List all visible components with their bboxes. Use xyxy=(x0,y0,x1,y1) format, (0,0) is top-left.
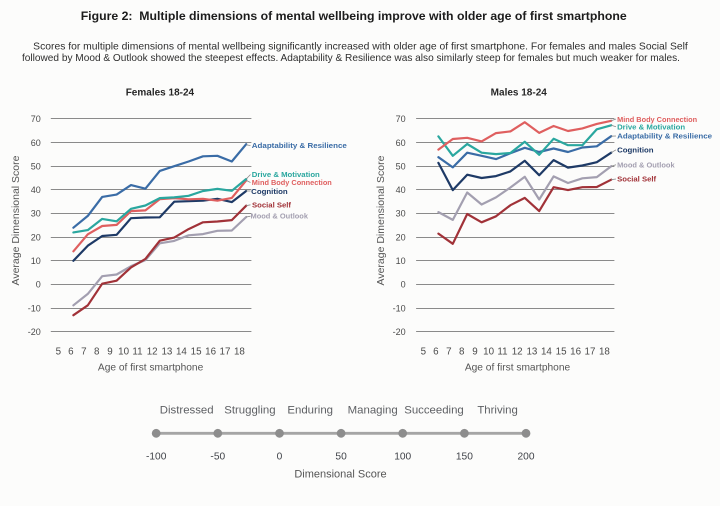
svg-text:18: 18 xyxy=(234,347,245,358)
svg-text:-10: -10 xyxy=(393,303,406,313)
svg-text:Drive & Motivation: Drive & Motivation xyxy=(252,170,320,179)
svg-text:0: 0 xyxy=(401,280,406,290)
svg-text:-20: -20 xyxy=(28,327,41,337)
svg-text:50: 50 xyxy=(335,452,347,463)
svg-text:50: 50 xyxy=(31,161,41,171)
svg-text:12: 12 xyxy=(512,347,523,358)
svg-text:Average Dimensional Score: Average Dimensional Score xyxy=(10,155,22,285)
svg-text:followed by Mood & Outlook sho: followed by Mood & Outlook showed the st… xyxy=(22,53,680,64)
svg-text:Social Self: Social Self xyxy=(617,175,657,184)
svg-text:40: 40 xyxy=(31,185,41,195)
svg-text:Thriving: Thriving xyxy=(477,405,518,417)
svg-text:13: 13 xyxy=(161,347,172,358)
svg-text:150: 150 xyxy=(456,452,473,463)
svg-text:7: 7 xyxy=(446,347,451,358)
svg-text:Struggling: Struggling xyxy=(224,405,275,417)
svg-text:8: 8 xyxy=(459,347,465,358)
svg-text:0: 0 xyxy=(36,280,41,290)
svg-text:70: 70 xyxy=(31,114,41,124)
svg-text:Mood & Outlook: Mood & Outlook xyxy=(251,212,309,221)
svg-text:Age of first smartphone: Age of first smartphone xyxy=(98,363,204,374)
svg-text:30: 30 xyxy=(31,209,41,219)
svg-text:-50: -50 xyxy=(210,452,225,463)
svg-text:13: 13 xyxy=(526,347,537,358)
svg-text:9: 9 xyxy=(107,347,112,358)
svg-text:15: 15 xyxy=(191,347,202,358)
svg-text:Mind Body Connection: Mind Body Connection xyxy=(617,115,697,124)
svg-text:14: 14 xyxy=(541,347,552,358)
svg-text:-20: -20 xyxy=(393,327,406,337)
svg-text:Females 18-24: Females 18-24 xyxy=(126,88,195,99)
svg-text:6: 6 xyxy=(68,347,74,358)
svg-text:Age of first smartphone: Age of first smartphone xyxy=(465,363,571,374)
svg-text:9: 9 xyxy=(472,347,477,358)
svg-text:Average Dimensional Score: Average Dimensional Score xyxy=(375,155,387,285)
svg-text:Dimensional Score: Dimensional Score xyxy=(294,469,386,481)
svg-text:-100: -100 xyxy=(146,452,167,463)
svg-text:Distressed: Distressed xyxy=(160,405,214,417)
svg-text:10: 10 xyxy=(396,256,406,266)
svg-text:Figure 2: Multiple dimensions: Figure 2: Multiple dimensions of mental … xyxy=(81,9,627,23)
svg-text:5: 5 xyxy=(56,347,62,358)
svg-text:10: 10 xyxy=(483,347,494,358)
svg-text:5: 5 xyxy=(421,347,427,358)
svg-text:60: 60 xyxy=(396,138,406,148)
svg-text:Managing: Managing xyxy=(348,405,398,417)
svg-text:17: 17 xyxy=(585,347,596,358)
svg-text:11: 11 xyxy=(132,347,142,358)
svg-text:16: 16 xyxy=(570,347,581,358)
svg-text:15: 15 xyxy=(556,347,567,358)
svg-text:10: 10 xyxy=(118,347,129,358)
svg-text:10: 10 xyxy=(31,256,41,266)
svg-text:Males 18-24: Males 18-24 xyxy=(491,88,548,99)
svg-text:40: 40 xyxy=(396,185,406,195)
svg-text:Adaptability & Resilience: Adaptability & Resilience xyxy=(617,132,712,141)
svg-text:6: 6 xyxy=(433,347,439,358)
svg-text:11: 11 xyxy=(497,347,507,358)
svg-text:16: 16 xyxy=(205,347,216,358)
svg-text:Cognition: Cognition xyxy=(251,187,288,196)
svg-text:Cognition: Cognition xyxy=(617,146,654,155)
svg-text:20: 20 xyxy=(31,232,41,242)
svg-text:14: 14 xyxy=(176,347,187,358)
svg-text:Mood & Outlook: Mood & Outlook xyxy=(617,161,675,170)
svg-text:Enduring: Enduring xyxy=(287,405,333,417)
svg-text:Adaptability & Resilience: Adaptability & Resilience xyxy=(252,141,347,150)
svg-text:Mind Body Connection: Mind Body Connection xyxy=(252,178,332,187)
svg-text:60: 60 xyxy=(31,138,41,148)
svg-text:200: 200 xyxy=(518,452,535,463)
svg-text:-10: -10 xyxy=(28,303,41,313)
svg-text:70: 70 xyxy=(396,114,406,124)
svg-text:0: 0 xyxy=(277,452,283,463)
svg-text:Drive & Motivation: Drive & Motivation xyxy=(617,123,685,132)
svg-text:Social Self: Social Self xyxy=(252,201,292,210)
svg-text:18: 18 xyxy=(599,347,610,358)
svg-text:30: 30 xyxy=(396,209,406,219)
svg-text:7: 7 xyxy=(81,347,86,358)
svg-text:12: 12 xyxy=(147,347,158,358)
svg-text:Scores for multiple dimensions: Scores for multiple dimensions of mental… xyxy=(33,42,688,53)
svg-text:17: 17 xyxy=(220,347,231,358)
svg-text:Succeeding: Succeeding xyxy=(404,405,464,417)
svg-text:100: 100 xyxy=(394,452,411,463)
svg-text:20: 20 xyxy=(396,232,406,242)
svg-text:50: 50 xyxy=(396,161,406,171)
svg-text:8: 8 xyxy=(94,347,100,358)
